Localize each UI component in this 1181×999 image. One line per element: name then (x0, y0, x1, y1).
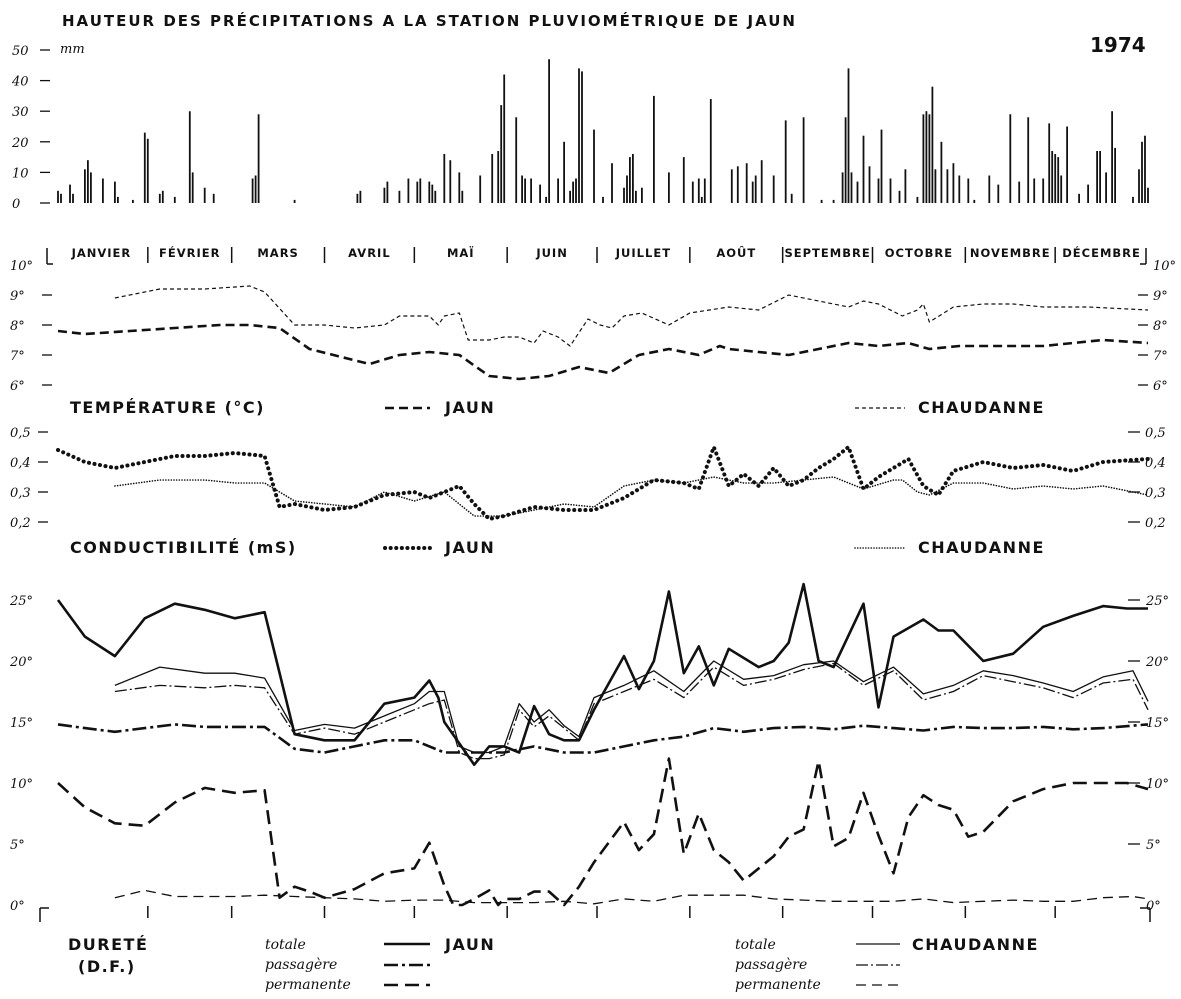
hardness-tick-label-left: 25° (9, 594, 33, 609)
month-label: OCTOBRE (885, 246, 953, 260)
precipitation-bars (57, 59, 1149, 203)
precipitation-tick-label: 20 (11, 136, 29, 151)
temperature-tick-label-left: 7° (10, 349, 25, 364)
hardness-legend-jaun-permanente: permanente (265, 977, 351, 993)
hardness-line-chaudanne-permanente (114, 889, 1149, 905)
temperature-line-jaun (57, 323, 1149, 381)
year-label: 1974 (1090, 33, 1146, 57)
temperature-tick-label-left: 10° (10, 259, 33, 274)
hardness-tick-label-right: 15° (1146, 716, 1169, 731)
conductivity-tick-label-right: 0,4 (1145, 456, 1166, 471)
hardness-axis-unit: (D.F.) (78, 957, 136, 976)
hardness-lines (56, 582, 1149, 907)
hardness-legend-chaudanne-totale: totale (735, 937, 776, 953)
temperature-tick-label-left: 6° (10, 379, 25, 394)
precipitation-y-axis: 50 40 30 20 10 0 (11, 44, 50, 212)
hardness-line-chaudanne-passagere (114, 662, 1149, 760)
hardness-tick-label-left: 0° (10, 899, 25, 914)
hardness-y-axis: 25° 25° 20° 20° 15° 15° 10° 10° 5° 5° 0° 0° (9, 594, 1169, 922)
precipitation-unit: mm (60, 42, 85, 57)
hardness-legend-chaudanne-permanente: permanente (735, 977, 821, 993)
hardness-tick-label-left: 20° (9, 655, 33, 670)
hardness-legend-chaudanne-passagere: passagère (735, 957, 807, 973)
hardness-tick-label-left: 15° (10, 716, 33, 731)
precipitation-tick-label: 10 (12, 166, 29, 181)
conductivity-tick-label-right: 0,5 (1145, 426, 1166, 441)
month-label: NOVEMBRE (970, 246, 1051, 260)
conductivity-tick-label-right: 0,3 (1145, 486, 1166, 501)
temperature-tick-label-left: 8° (10, 319, 25, 334)
temperature-tick-label-right: 7° (1153, 349, 1168, 364)
hardness-legend-jaun-passagere: passagère (265, 957, 337, 973)
hardness-tick-label-right: 25° (1145, 594, 1169, 609)
month-label: JANVIER (71, 246, 132, 260)
conductivity-tick-label-left: 0,4 (10, 456, 31, 471)
hardness-tick-label-right: 20° (1145, 655, 1169, 670)
conductivity-lines (56, 445, 1150, 521)
month-axis: JANVIER FÉVRIER MARS AVRIL MAÏ JUIN JUILLET AOÛ… (46, 245, 1147, 265)
month-label: AOÛT (716, 245, 756, 260)
conductivity-tick-label-left: 0,2 (10, 516, 31, 531)
temperature-tick-label-left: 9° (10, 289, 25, 304)
month-label: MAÏ (447, 245, 475, 260)
temperature-tick-label-right: 9° (1153, 289, 1168, 304)
precipitation-tick-label: 30 (12, 105, 29, 120)
temperature-axis-label: TEMPÉRATURE (°C) (70, 398, 265, 417)
hardness-tick-label-right: 5° (1146, 838, 1161, 853)
month-label: MARS (257, 246, 298, 260)
temperature-tick-label-right: 6° (1153, 379, 1168, 394)
month-label: SEPTEMBRE (784, 246, 870, 260)
hardness-legend-jaun-name: JAUN (444, 935, 495, 954)
temperature-tick-label-right: 10° (1153, 259, 1176, 274)
month-label: JUILLET (615, 246, 671, 260)
month-label: FÉVRIER (159, 245, 220, 260)
precipitation-tick-label: 40 (11, 75, 29, 90)
temperature-line-chaudanne (114, 285, 1149, 347)
conductivity-legend-chaudanne: CHAUDANNE (918, 538, 1045, 557)
precipitation-tick-label: 50 (12, 44, 29, 59)
conductivity-tick-label-right: 0,2 (1145, 516, 1166, 531)
conductivity-y-axis: 0,5 0,5 0,4 0,4 0,3 0,3 0,2 0,2 (10, 426, 1166, 531)
conductivity-axis-label: CONDUCTIBILITÉ (mS) (70, 538, 297, 557)
conductivity-tick-label-left: 0,3 (10, 486, 31, 501)
hardness-legend-jaun-totale: totale (265, 937, 306, 953)
temperature-y-axis: 10° 10° 9° 9° 8° 8° 7° 7° 6° 6° (10, 259, 1176, 394)
hardness-tick-label-right: 10° (1146, 777, 1169, 792)
conductivity-tick-label-left: 0,5 (10, 426, 31, 441)
hardness-line-jaun-permanente (57, 757, 1149, 907)
hardness-axis-label: DURETÉ (68, 935, 148, 954)
hardness-tick-label-left: 5° (10, 838, 25, 853)
temperature-legend-jaun: JAUN (444, 398, 495, 417)
conductivity-line-jaun (56, 445, 1150, 521)
month-label: DÉCEMBRE (1062, 245, 1141, 260)
temperature-lines (57, 285, 1149, 381)
temperature-tick-label-right: 8° (1153, 319, 1168, 334)
hardness-line-jaun-passagere (57, 723, 1149, 754)
conductivity-line-chaudanne (114, 476, 1149, 517)
hardness-legend-chaudanne-name: CHAUDANNE (912, 935, 1039, 954)
precipitation-title: HAUTEUR DES PRÉCIPITATIONS A LA STATION … (62, 11, 797, 30)
precipitation-tick-label: 0 (12, 197, 20, 212)
hardness-line-chaudanne-totale (114, 660, 1149, 754)
hardness-tick-label-left: 10° (10, 777, 33, 792)
month-label: JUIN (535, 246, 568, 260)
hardness-tick-label-right: 0° (1146, 899, 1161, 914)
conductivity-legend-jaun: JAUN (444, 538, 495, 557)
month-label: AVRIL (348, 246, 390, 260)
hardness-line-jaun-totale (56, 582, 1148, 766)
temperature-legend-chaudanne: CHAUDANNE (918, 398, 1045, 417)
